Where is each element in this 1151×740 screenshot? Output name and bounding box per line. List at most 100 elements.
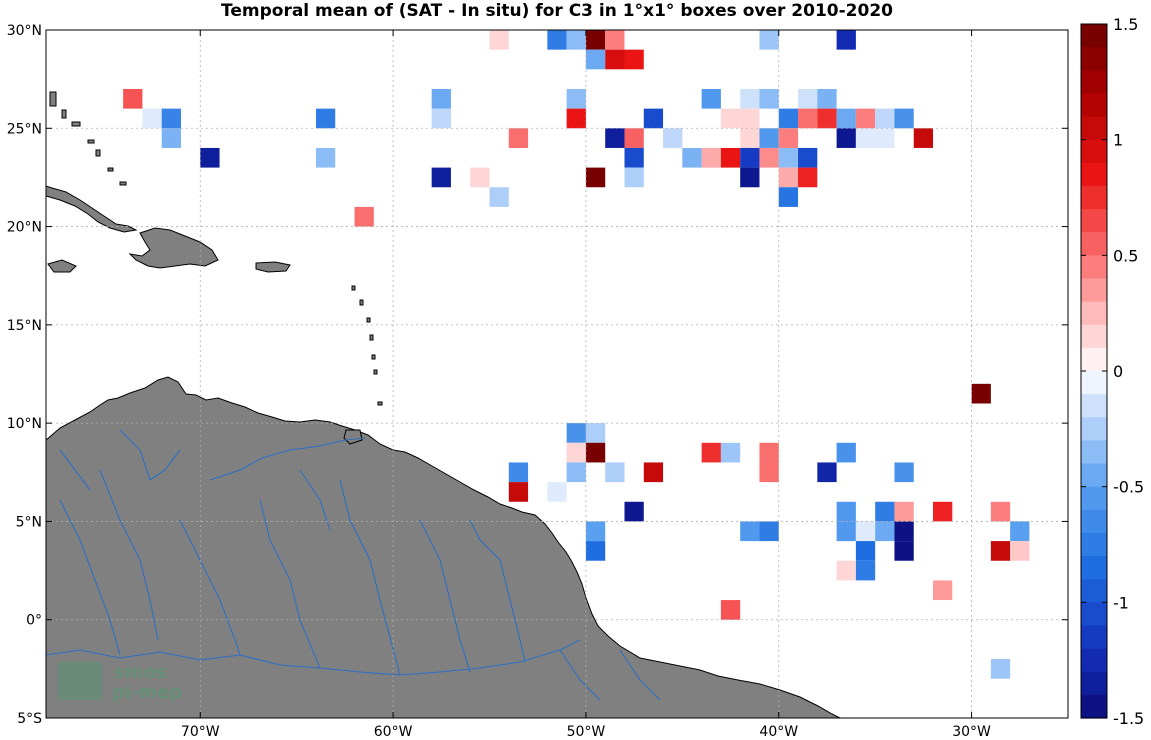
colorbar-tick-label: -1: [1113, 593, 1129, 612]
colorbar-segment: [1081, 255, 1107, 280]
colorbar-segment: [1081, 139, 1107, 164]
data-cell: [585, 30, 606, 50]
data-cell: [798, 147, 818, 168]
data-cell: [759, 30, 779, 50]
data-cell: [817, 108, 837, 129]
data-cell: [1010, 521, 1030, 542]
data-cell: [990, 659, 1011, 679]
data-cell: [894, 462, 914, 483]
data-cell: [875, 521, 895, 542]
data-cell: [585, 442, 606, 463]
data-cell: [817, 462, 837, 483]
data-cell: [836, 501, 856, 522]
colorbar-segment: [1081, 486, 1107, 511]
data-cell: [624, 147, 644, 168]
colorbar-segment: [1081, 324, 1107, 349]
data-cell: [778, 128, 799, 148]
colorbar-tick-label: 0: [1113, 362, 1123, 381]
colorbar-segment: [1081, 463, 1107, 488]
data-cell: [566, 462, 586, 483]
lat-tick-label: 15°N: [7, 318, 42, 334]
data-cell: [894, 108, 914, 129]
data-cell: [875, 128, 895, 148]
data-cell: [759, 147, 779, 168]
data-cell: [701, 147, 721, 168]
data-cell: [836, 560, 856, 581]
data-cell: [759, 521, 779, 542]
data-cell: [798, 167, 818, 188]
colorbar-tick-label: 0.5: [1113, 246, 1138, 265]
colorbar-segment: [1081, 671, 1107, 696]
land-layer: [46, 91, 841, 718]
data-cell: [161, 108, 181, 129]
jamaica-island: [47, 259, 77, 273]
orinoco-river: [209, 437, 366, 481]
data-cell: [817, 88, 837, 109]
hispaniola-island: [128, 227, 219, 269]
colorbar-segment: [1081, 116, 1107, 141]
data-cell: [836, 442, 856, 463]
data-cell: [894, 541, 914, 561]
lat-tick-label: 20°N: [7, 220, 42, 236]
data-cell: [836, 30, 856, 50]
cuba-island: [46, 185, 138, 233]
data-cell: [315, 108, 336, 129]
data-cell: [643, 108, 664, 129]
data-cell: [508, 482, 529, 502]
data-cell: [354, 206, 374, 227]
data-cell: [759, 442, 779, 463]
data-cell: [836, 108, 856, 129]
trinidad-island: [343, 429, 363, 445]
colorbar-segment: [1081, 93, 1107, 118]
data-cell: [740, 147, 760, 168]
data-cell: [990, 501, 1011, 522]
colorbar-tick-label: -0.5: [1113, 478, 1144, 497]
colorbar-segment: [1081, 625, 1107, 650]
data-cell: [855, 560, 876, 581]
data-cell: [161, 128, 181, 148]
data-cell: [971, 383, 991, 404]
data-cell: [913, 128, 934, 148]
data-cell: [720, 600, 741, 620]
data-cell: [431, 167, 451, 188]
colorbar-segment: [1081, 232, 1107, 256]
data-cell: [624, 501, 644, 522]
data-cell: [740, 521, 760, 542]
data-cell: [605, 128, 625, 148]
lon-tick-label: 30°W: [952, 724, 991, 740]
data-cell: [566, 108, 586, 129]
colorbar: 1.5 1 0.5 0 -0.5 -1 -1.5: [1080, 15, 1144, 728]
data-cell: [740, 128, 760, 148]
colorbar-tick-label: -1.5: [1113, 709, 1144, 728]
data-cell: [933, 501, 953, 522]
data-cell: [855, 108, 876, 129]
watermark-line1: smos: [114, 662, 167, 683]
colorbar-tick-label: 1: [1113, 131, 1123, 150]
data-cell: [740, 167, 760, 188]
data-cell: [605, 30, 625, 50]
data-cell: [624, 128, 644, 148]
colorbar-segment: [1081, 371, 1107, 395]
data-cell: [990, 541, 1011, 561]
plot-frame: [45, 29, 1069, 719]
puerto-rico-island: [255, 261, 291, 273]
data-cell: [566, 88, 586, 109]
colorbar-segment: [1081, 347, 1107, 372]
data-cells: [123, 30, 1030, 679]
data-cell: [566, 30, 586, 50]
data-cell: [142, 108, 162, 129]
axis-ticks: 30°N 25°N 20°N 15°N 10°N 5°N 0° 5°S 70°W 60°W 50°W…: [7, 23, 1068, 740]
data-cell: [778, 167, 799, 188]
data-cell: [1010, 541, 1030, 561]
data-cell: [605, 49, 625, 70]
data-cell: [759, 128, 779, 148]
map-title: Temporal mean of (SAT - In situ) for C3 …: [221, 1, 893, 21]
data-cell: [431, 108, 451, 129]
data-cell: [566, 423, 586, 443]
data-cell: [123, 88, 143, 109]
lon-tick-label: 40°W: [759, 724, 798, 740]
data-cell: [759, 88, 779, 109]
lon-tick-label: 60°W: [374, 724, 413, 740]
data-cell: [508, 462, 529, 483]
